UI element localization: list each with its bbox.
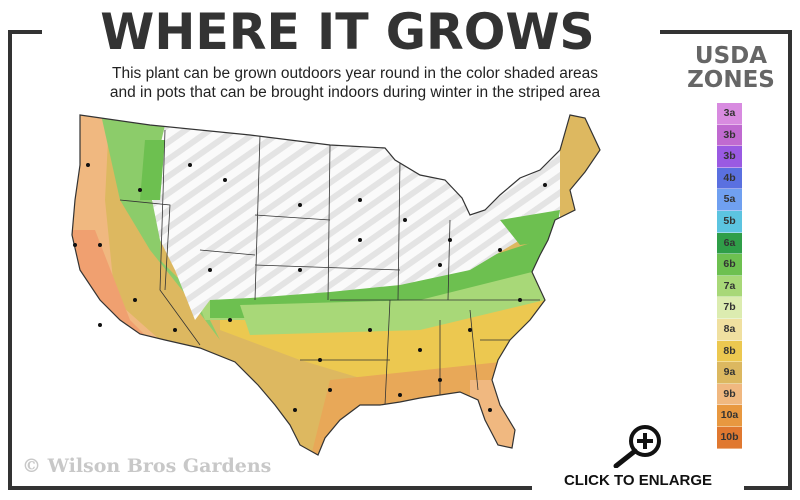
legend-zone-5b: 5b	[717, 210, 742, 233]
legend-zone-3b: 3b	[717, 146, 742, 168]
zone-legend: 3a 3b 3b 4b 5a 5b 6a 6b 7a 7b 8a 8b 9a 9b 10a 10b	[717, 103, 742, 449]
frame-top-right	[660, 30, 792, 34]
legend-zone-3b: 3b	[717, 124, 742, 147]
legend-zone-4b: 4b	[717, 167, 742, 190]
frame-right	[788, 30, 792, 490]
legend-zone-6b: 6b	[717, 254, 742, 276]
legend-zone-8a: 8a	[717, 318, 742, 341]
legend-zone-9a: 9a	[717, 362, 742, 384]
legend-zone-3a: 3a	[717, 103, 742, 125]
frame-bottom	[8, 486, 792, 490]
legend-zone-9b: 9b	[717, 383, 742, 406]
state-borders	[119, 129, 540, 406]
city-markers	[73, 163, 547, 412]
us-outline	[71, 114, 601, 456]
legend-zone-7b: 7b	[717, 297, 742, 319]
legend-title-line-2: ZONES	[687, 67, 775, 93]
legend-zone-6a: 6a	[717, 232, 742, 255]
legend-zone-10b: 10b	[717, 426, 742, 449]
watermark: © Wilson Bros Gardens	[22, 455, 272, 477]
legend-zone-10a: 10a	[717, 405, 742, 427]
click-to-enlarge-button[interactable]: CLICK TO ENLARGE	[532, 470, 744, 492]
magnifier-plus-icon[interactable]	[610, 422, 666, 468]
page-title: WHERE IT GROWS	[100, 3, 595, 61]
subtitle-line-2: and in pots that can be brought indoors …	[109, 84, 601, 101]
subtitle-line-1: This plant can be grown outdoors year ro…	[112, 65, 598, 82]
legend-zone-8b: 8b	[717, 340, 742, 363]
frame-left	[8, 30, 12, 490]
legend-title-line-1: USDA	[694, 43, 768, 69]
subtitle: This plant can be grown outdoors year ro…	[40, 64, 670, 102]
frame-top-left	[8, 30, 42, 34]
legend-zone-7a: 7a	[717, 275, 742, 298]
legend-title: USDA ZONES	[672, 44, 790, 92]
legend-zone-5a: 5a	[717, 189, 742, 211]
